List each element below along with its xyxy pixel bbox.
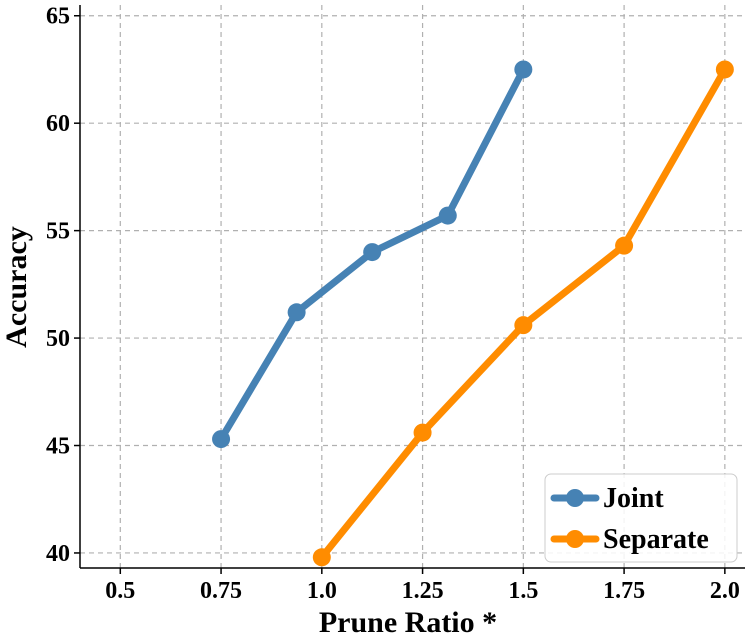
data-point-separate — [715, 60, 734, 79]
x-axis-title: Prune Ratio * — [319, 606, 497, 637]
data-point-joint — [363, 243, 382, 262]
x-tick-label: 0.75 — [200, 578, 242, 604]
data-point-joint — [514, 60, 533, 79]
x-axis-ticks: 0.5 0.75 1.0 1.25 1.5 1.75 2.0 — [105, 568, 740, 604]
y-axis-title: Accuracy — [0, 226, 33, 348]
y-tick-label: 65 — [46, 4, 70, 30]
axes — [79, 5, 745, 569]
y-axis-ticks: 40 45 50 55 60 65 — [46, 4, 80, 567]
y-tick-label: 50 — [46, 326, 70, 352]
x-tick-label: 1.0 — [307, 578, 337, 604]
legend: Joint Separate — [544, 473, 738, 563]
y-tick-label: 60 — [46, 111, 70, 137]
y-tick-label: 55 — [46, 219, 70, 245]
data-point-joint — [438, 206, 457, 225]
legend-marker-joint — [566, 489, 584, 507]
series-layer — [212, 60, 734, 567]
x-tick-label: 2.0 — [710, 578, 740, 604]
legend-label-separate: Separate — [603, 524, 709, 555]
data-point-separate — [413, 423, 432, 442]
legend-label-joint: Joint — [603, 483, 664, 514]
data-point-separate — [312, 548, 331, 567]
x-tick-label: 1.5 — [508, 578, 538, 604]
x-tick-label: 1.75 — [603, 578, 645, 604]
x-tick-label: 1.25 — [402, 578, 444, 604]
x-tick-label: 0.5 — [105, 578, 135, 604]
y-tick-label: 40 — [46, 541, 70, 567]
data-point-joint — [212, 430, 231, 449]
legend-marker-separate — [566, 530, 584, 548]
data-point-joint — [287, 303, 306, 322]
grid — [80, 5, 745, 568]
data-point-separate — [615, 236, 634, 255]
y-tick-label: 45 — [46, 434, 70, 460]
data-point-separate — [514, 316, 533, 335]
